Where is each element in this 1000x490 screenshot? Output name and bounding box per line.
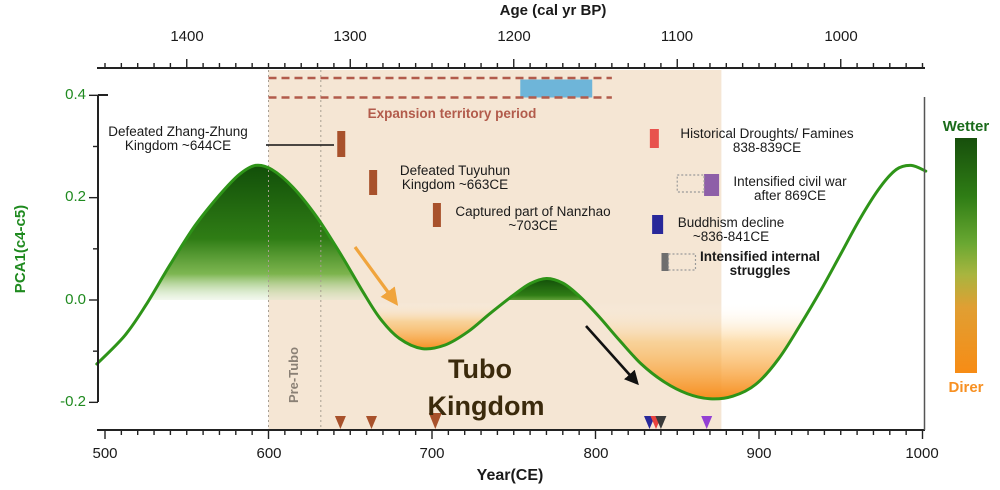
x-tick-900: 900 bbox=[746, 445, 772, 462]
dry-area-fill bbox=[583, 300, 816, 399]
drying-trend-arrow-black bbox=[585, 325, 639, 386]
y-tick-n02: -0.2 bbox=[60, 393, 86, 410]
struggles-dotted-box bbox=[667, 253, 697, 271]
event-marker-bar bbox=[652, 215, 664, 234]
y-tick-04: 0.4 bbox=[65, 86, 86, 103]
event-marker-bar bbox=[369, 170, 378, 195]
event-zhang-zhung-label: Defeated Zhang-Zhung Kingdom ~644CE bbox=[108, 124, 248, 154]
event-marker-bar bbox=[337, 131, 346, 157]
expansion-highlight-rect bbox=[520, 79, 593, 98]
event-tuyuhun-label: Defeated Tuyuhun Kingdom ~663CE bbox=[399, 163, 511, 193]
event-marker-bar bbox=[432, 203, 441, 227]
expansion-territory-label: Expansion territory period bbox=[367, 106, 537, 121]
x-tick-700: 700 bbox=[419, 445, 445, 462]
dry-area-fill bbox=[368, 300, 508, 349]
x-tick-800: 800 bbox=[583, 445, 609, 462]
x-tick-500: 500 bbox=[92, 445, 118, 462]
tubo-kingdom-label-line2: Kingdom bbox=[427, 391, 545, 421]
y-tick-00: 0.0 bbox=[65, 291, 86, 308]
event-year-triangle bbox=[701, 416, 713, 429]
top-axis-title: Age (cal yr BP) bbox=[499, 2, 607, 19]
event-year-triangle bbox=[655, 416, 667, 429]
event-civil-war-label: Intensified civil war after 869CE bbox=[733, 174, 847, 204]
colorbar-wetter-label: Wetter bbox=[942, 118, 990, 135]
tubo-kingdom-label-line1: Tubo bbox=[448, 354, 512, 384]
x-tick-1000: 1000 bbox=[905, 445, 939, 462]
drying-trend-arrow-orange bbox=[353, 246, 399, 306]
y-axis-title: PCA1(c4-c5) bbox=[12, 204, 30, 294]
top-tick-1100: 1100 bbox=[660, 28, 694, 45]
pre-tubo-label: Pre-Tubo bbox=[286, 346, 302, 404]
top-tick-1000: 1000 bbox=[824, 28, 858, 45]
event-droughts-label: Historical Droughts/ Famines 838-839CE bbox=[680, 126, 854, 156]
bottom-axis-title: Year(CE) bbox=[476, 467, 544, 484]
event-struggles-label: Intensified internal struggles bbox=[699, 249, 821, 279]
event-marker-bar bbox=[704, 174, 720, 196]
axis-ticks bbox=[89, 59, 924, 439]
y-tick-02: 0.2 bbox=[65, 188, 86, 205]
pca1-curve bbox=[95, 163, 928, 401]
event-marker-bar bbox=[661, 253, 669, 271]
civil-war-dotted-box bbox=[676, 174, 705, 193]
x-tick-600: 600 bbox=[256, 445, 282, 462]
colorbar-direr-label: Direr bbox=[948, 379, 984, 396]
top-tick-1200: 1200 bbox=[497, 28, 531, 45]
top-tick-1400: 1400 bbox=[170, 28, 204, 45]
top-tick-1300: 1300 bbox=[333, 28, 367, 45]
event-year-triangle bbox=[366, 416, 377, 429]
event-buddhism-label: Buddhism decline ~836-841CE bbox=[677, 215, 785, 245]
event-year-triangle bbox=[334, 416, 346, 429]
wet-area-fill bbox=[148, 165, 369, 300]
event-marker-bar bbox=[649, 129, 659, 148]
event-year-triangle bbox=[428, 413, 442, 429]
wetness-colorbar bbox=[955, 138, 977, 373]
event-nanzhao-label: Captured part of Nanzhao ~703CE bbox=[455, 204, 611, 234]
